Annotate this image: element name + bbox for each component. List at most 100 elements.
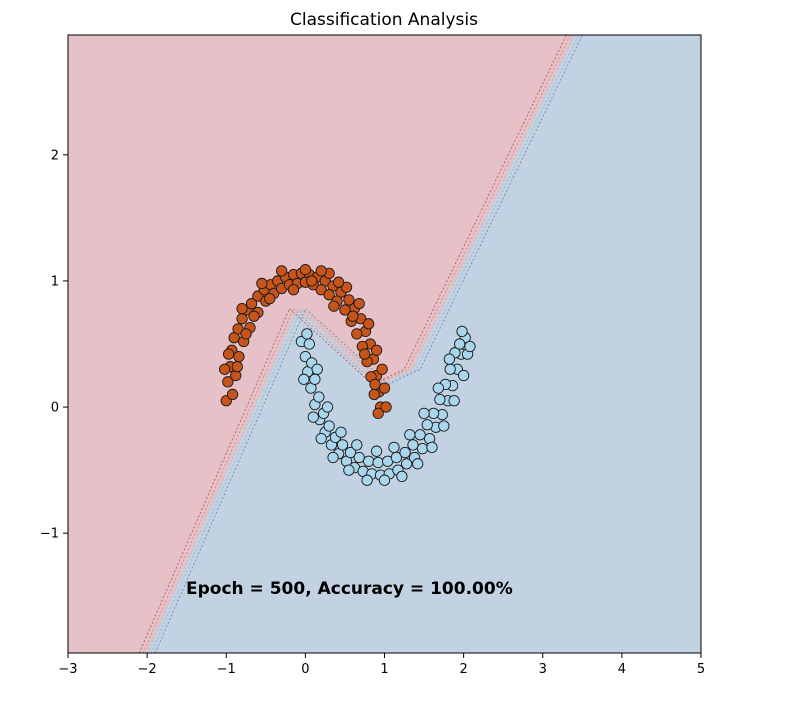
data-point-class-0 <box>306 275 318 287</box>
data-point-class-0 <box>248 310 260 322</box>
data-point-class-0 <box>363 318 375 330</box>
x-tick-label: 1 <box>380 662 388 677</box>
data-point-class-0 <box>236 303 248 315</box>
data-point-class-1 <box>321 401 334 413</box>
data-point-class-1 <box>421 419 433 431</box>
data-point-class-1 <box>301 328 313 340</box>
data-point-class-1 <box>388 441 400 454</box>
data-point-class-0 <box>328 300 340 312</box>
data-point-class-1 <box>353 451 365 464</box>
data-point-class-1 <box>344 446 357 459</box>
x-tick-label: 4 <box>618 662 626 677</box>
data-point-class-1 <box>401 458 413 470</box>
data-point-class-1 <box>427 407 440 420</box>
data-point-class-1 <box>315 432 327 445</box>
data-point-class-1 <box>370 445 383 457</box>
data-point-class-0 <box>245 297 258 310</box>
data-point-class-0 <box>372 407 384 420</box>
data-point-class-0 <box>370 344 383 356</box>
data-point-class-0 <box>299 263 312 276</box>
data-point-class-1 <box>313 391 325 403</box>
x-tick-label: 5 <box>697 662 705 677</box>
data-point-class-0 <box>347 310 359 322</box>
data-point-class-0 <box>287 284 300 296</box>
data-point-class-0 <box>339 304 351 316</box>
x-tick-label: 0 <box>301 662 309 677</box>
data-point-class-1 <box>457 369 470 382</box>
data-point-class-1 <box>335 426 347 438</box>
data-point-class-0 <box>369 378 381 391</box>
data-point-class-1 <box>361 474 373 486</box>
data-point-class-1 <box>416 443 429 455</box>
data-point-class-0 <box>232 323 244 335</box>
data-point-class-0 <box>368 388 380 401</box>
data-point-class-0 <box>315 284 327 296</box>
data-point-class-1 <box>303 338 315 350</box>
data-point-class-0 <box>380 401 392 413</box>
data-point-class-0 <box>240 328 252 340</box>
data-point-class-1 <box>363 455 375 467</box>
data-point-class-0 <box>231 361 243 373</box>
data-point-class-0 <box>222 348 235 360</box>
y-tick-label: 1 <box>51 274 59 289</box>
data-point-class-1 <box>448 395 460 407</box>
data-point-class-1 <box>336 439 349 451</box>
x-axis: −3 −2 −1 0 1 2 3 4 5 <box>58 653 705 677</box>
y-tick-label: 0 <box>51 401 59 416</box>
y-tick-label: −1 <box>40 527 59 542</box>
x-tick-label: −1 <box>217 662 236 677</box>
x-tick-label: −3 <box>58 662 77 677</box>
data-point-class-1 <box>434 393 446 406</box>
data-point-class-1 <box>351 439 363 451</box>
x-tick-label: 3 <box>539 662 547 677</box>
y-tick-label: 2 <box>51 148 59 163</box>
data-point-class-0 <box>315 265 327 277</box>
data-point-class-1 <box>372 456 384 469</box>
data-point-class-1 <box>414 429 426 441</box>
chart-title: Classification Analysis <box>290 10 478 30</box>
data-point-class-0 <box>323 289 335 301</box>
x-tick-label: 2 <box>459 662 467 677</box>
data-point-class-1 <box>418 407 430 420</box>
data-point-class-1 <box>323 420 335 432</box>
y-axis: −1 0 1 2 <box>40 148 68 542</box>
data-point-class-0 <box>219 363 231 375</box>
class-1-points <box>295 325 476 486</box>
region-class-1 <box>147 35 701 653</box>
data-point-class-0 <box>343 294 355 306</box>
data-point-class-1 <box>432 382 444 394</box>
plot-area <box>68 35 701 653</box>
data-point-class-0 <box>376 363 388 375</box>
data-point-class-1 <box>464 340 476 353</box>
data-point-class-1 <box>444 363 456 375</box>
data-point-class-0 <box>264 292 276 305</box>
data-point-class-1 <box>456 325 468 338</box>
data-point-class-1 <box>454 338 466 350</box>
data-point-class-0 <box>359 348 371 360</box>
data-point-class-1 <box>438 420 450 432</box>
data-point-class-1 <box>309 373 321 385</box>
data-point-class-0 <box>222 376 234 388</box>
data-point-class-0 <box>353 297 365 310</box>
data-point-class-0 <box>256 277 268 290</box>
data-point-class-0 <box>340 281 353 293</box>
data-point-class-1 <box>327 451 339 464</box>
data-point-class-0 <box>233 350 245 363</box>
data-point-class-0 <box>378 382 391 394</box>
data-point-class-1 <box>426 441 438 454</box>
x-tick-label: −2 <box>138 662 157 677</box>
data-point-class-0 <box>351 328 363 340</box>
data-point-class-1 <box>404 429 416 441</box>
data-point-class-0 <box>275 265 288 277</box>
data-point-class-1 <box>298 373 310 385</box>
data-point-class-1 <box>399 446 411 459</box>
data-point-class-1 <box>311 363 323 375</box>
data-point-class-1 <box>396 470 408 483</box>
data-point-class-1 <box>307 411 319 423</box>
data-point-class-0 <box>332 276 345 288</box>
data-point-class-1 <box>343 464 355 476</box>
accuracy-annotation: Epoch = 500, Accuracy = 100.00% <box>186 579 513 599</box>
data-point-class-1 <box>378 474 391 486</box>
data-point-class-0 <box>226 388 239 401</box>
